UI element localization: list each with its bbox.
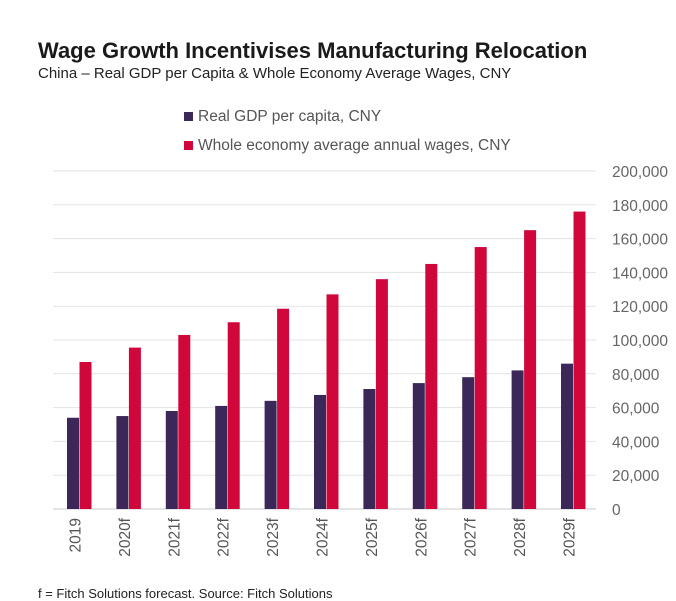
bar-gdp	[67, 417, 79, 509]
bar-gdp	[412, 383, 425, 509]
bar-wages	[277, 308, 290, 509]
legend-item-wages: Whole economy average annual wages, CNY	[184, 131, 511, 160]
bar-gdp	[215, 405, 228, 509]
legend: Real GDP per capita, CNY Whole economy a…	[184, 102, 511, 160]
bar-gdp	[314, 394, 326, 509]
footnote: f = Fitch Solutions forecast. Source: Fi…	[38, 586, 333, 601]
bar-wages	[474, 247, 487, 510]
bar-wages	[375, 279, 388, 509]
bar-gdp	[165, 410, 178, 509]
x-tick-label: 2024f	[315, 517, 332, 556]
y-tick-label: 20,000	[612, 468, 660, 485]
legend-item-gdp: Real GDP per capita, CNY	[184, 102, 511, 131]
bar-wages	[79, 361, 92, 509]
y-tick-label: 80,000	[612, 367, 660, 384]
bar-gdp	[561, 363, 573, 509]
legend-label-wages: Whole economy average annual wages, CNY	[198, 136, 511, 154]
bar-wages	[227, 322, 240, 509]
y-tick-label: 200,000	[612, 164, 668, 181]
x-tick-label: 2027f	[463, 517, 480, 556]
bar-gdp	[264, 400, 277, 509]
y-tick-label: 100,000	[612, 333, 668, 350]
x-tick-label: 2023f	[265, 517, 282, 556]
chart-title: Wage Growth Incentivises Manufacturing R…	[38, 38, 588, 63]
chart-subtitle: China – Real GDP per Capita & Whole Econ…	[38, 65, 512, 82]
y-tick-label: 0	[612, 502, 621, 519]
bar-wages	[128, 347, 141, 509]
y-tick-label: 60,000	[612, 401, 660, 418]
x-tick-label: 2029f	[562, 517, 579, 556]
legend-label-gdp: Real GDP per capita, CNY	[198, 107, 382, 125]
legend-swatch-gdp	[184, 112, 193, 121]
bar-wages	[524, 230, 537, 509]
x-tick-label: 2025f	[364, 517, 381, 556]
x-tick-label: 2019	[68, 518, 85, 552]
bar-gdp	[116, 416, 129, 509]
bar-wages	[573, 211, 586, 509]
x-tick-label: 2022f	[216, 517, 233, 556]
y-tick-label: 180,000	[612, 198, 668, 215]
bar-gdp	[462, 377, 475, 509]
y-tick-label: 160,000	[612, 232, 668, 249]
y-tick-label: 40,000	[612, 434, 660, 451]
x-tick-label: 2020f	[117, 517, 134, 556]
bar-wages	[425, 263, 438, 509]
x-tick-label: 2021f	[166, 517, 183, 556]
bar-wages	[178, 334, 191, 509]
x-tick-label: 2028f	[512, 517, 529, 556]
bar-wages	[326, 294, 339, 509]
bar-gdp	[511, 370, 524, 509]
x-tick-label: 2026f	[413, 517, 430, 556]
y-tick-label: 140,000	[612, 265, 668, 282]
y-tick-label: 120,000	[612, 299, 668, 316]
bar-gdp	[363, 389, 376, 509]
legend-swatch-wages	[184, 141, 193, 150]
